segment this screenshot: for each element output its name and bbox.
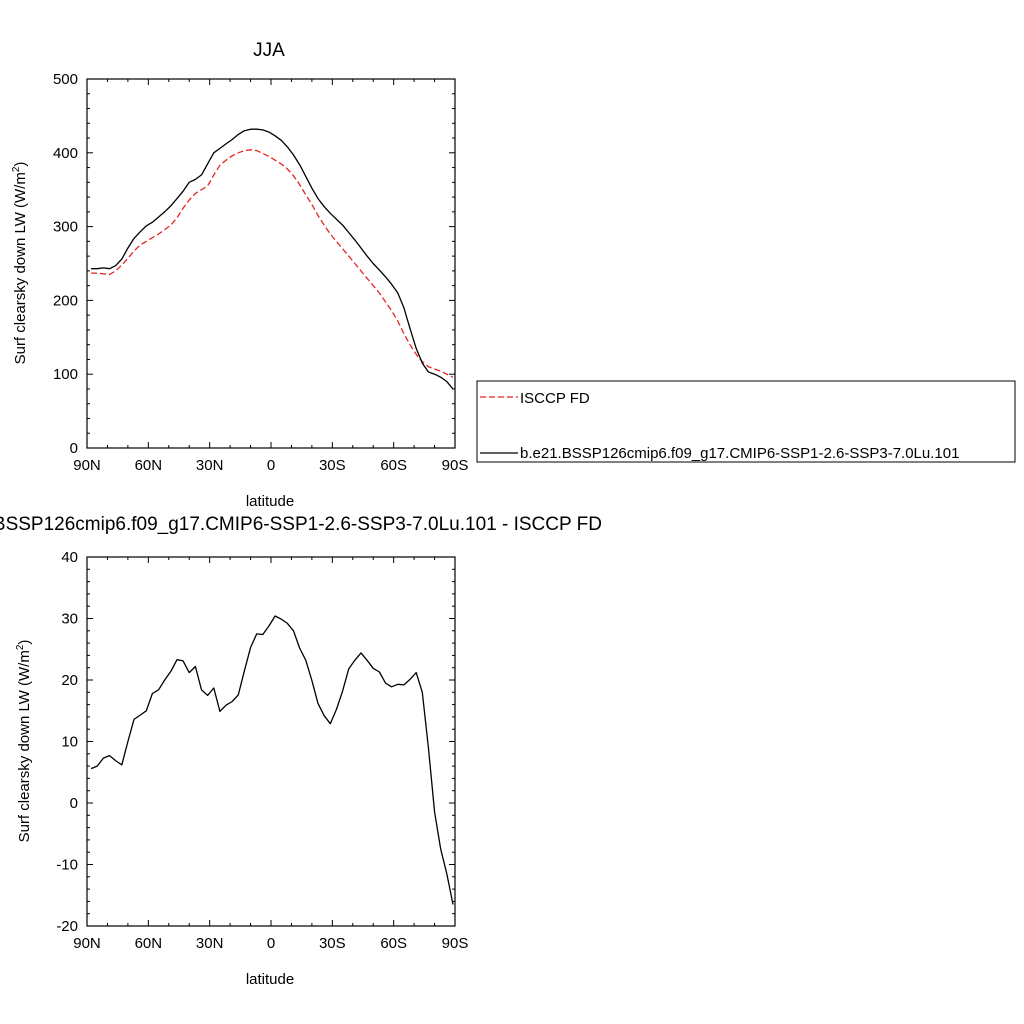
top-y-tick-label: 200 bbox=[53, 292, 78, 309]
bottom-axes: 90N 60N 30N 0 30S 60S 90S -20 -10 0 10 20 30 40 bbox=[56, 549, 468, 952]
bottom-y-axis-label-sup: 2 bbox=[15, 644, 26, 650]
bottom-plot-frame bbox=[86, 556, 456, 927]
bottom-x-tick-label: 30S bbox=[319, 935, 346, 952]
bottom-y-tick-label: -20 bbox=[56, 918, 78, 935]
bottom-series bbox=[90, 615, 454, 905]
bottom-y-tick-label: 20 bbox=[61, 672, 78, 689]
top-y-tick-label: 100 bbox=[53, 366, 78, 383]
top-x-tick-label: 30N bbox=[196, 457, 224, 474]
top-y-tick-label: 300 bbox=[53, 219, 78, 236]
bottom-panel-title: b.e21.BSSP126cmip6.f09_g17.CMIP6-SSP1-2.… bbox=[0, 514, 602, 535]
bottom-x-tick-label: 30N bbox=[196, 935, 224, 952]
top-y-tick-label: 500 bbox=[53, 71, 78, 88]
top-y-tick-label: 400 bbox=[53, 145, 78, 162]
bottom-y-tick-label: 40 bbox=[61, 549, 78, 566]
top-x-tick-label: 90S bbox=[442, 457, 469, 474]
bottom-y-tick-label: -10 bbox=[56, 857, 78, 874]
legend-label-isccp: ISCCP FD bbox=[520, 390, 590, 407]
top-y-axis-label-close: ) bbox=[12, 162, 29, 167]
top-x-tick-label: 0 bbox=[267, 457, 275, 474]
bottom-x-tick-label: 90S bbox=[442, 935, 469, 952]
legend: ISCCP FD b.e21.BSSP126cmip6.f09_g17.CMIP… bbox=[476, 380, 1016, 463]
bottom-y-axis-label-close: ) bbox=[16, 640, 33, 645]
bottom-x-tick-label: 60S bbox=[380, 935, 407, 952]
bottom-y-tick-label: 10 bbox=[61, 734, 78, 751]
top-panel: JJA 90N 60N 30N 0 30S 60S 90S0100200300400500 … bbox=[11, 40, 468, 510]
legend-box bbox=[476, 380, 1016, 463]
bottom-x-tick-label: 90N bbox=[73, 935, 101, 952]
top-series bbox=[91, 128, 454, 390]
top-x-tick-label: 60S bbox=[380, 457, 407, 474]
bottom-x-tick-label: 60N bbox=[135, 935, 163, 952]
top-x-tick-label: 90N bbox=[73, 457, 101, 474]
top-y-axis-label-sup: 2 bbox=[11, 166, 22, 172]
bottom-y-axis-label: Surf clearsky down LW (W/m2) bbox=[15, 640, 33, 843]
top-series-line-model bbox=[91, 128, 454, 390]
top-y-tick-label: 0 bbox=[70, 440, 78, 457]
bottom-y-tick-label: 30 bbox=[61, 611, 78, 628]
top-y-axis-label: Surf clearsky down LW (W/m2) bbox=[11, 162, 29, 365]
bottom-x-tick-label: 0 bbox=[267, 935, 275, 952]
bottom-y-axis-label-main: Surf clearsky down LW (W/m bbox=[16, 650, 33, 842]
top-x-axis-label: latitude bbox=[246, 493, 294, 510]
top-plot-frame bbox=[86, 78, 456, 449]
top-panel-title: JJA bbox=[253, 40, 285, 61]
bottom-y-tick-label: 0 bbox=[70, 795, 78, 812]
top-x-tick-label: 60N bbox=[135, 457, 163, 474]
legend-label-model: b.e21.BSSP126cmip6.f09_g17.CMIP6-SSP1-2.… bbox=[520, 445, 959, 462]
top-series-line-isccp bbox=[91, 149, 454, 378]
bottom-series-line-difference bbox=[90, 615, 454, 905]
top-y-axis-label-main: Surf clearsky down LW (W/m bbox=[12, 172, 29, 364]
top-x-tick-label: 30S bbox=[319, 457, 346, 474]
bottom-panel: b.e21.BSSP126cmip6.f09_g17.CMIP6-SSP1-2.… bbox=[0, 514, 602, 988]
bottom-x-axis-label: latitude bbox=[246, 971, 294, 988]
top-axes: 90N 60N 30N 0 30S 60S 90S 0 100 200 300 400 500 bbox=[53, 71, 468, 474]
